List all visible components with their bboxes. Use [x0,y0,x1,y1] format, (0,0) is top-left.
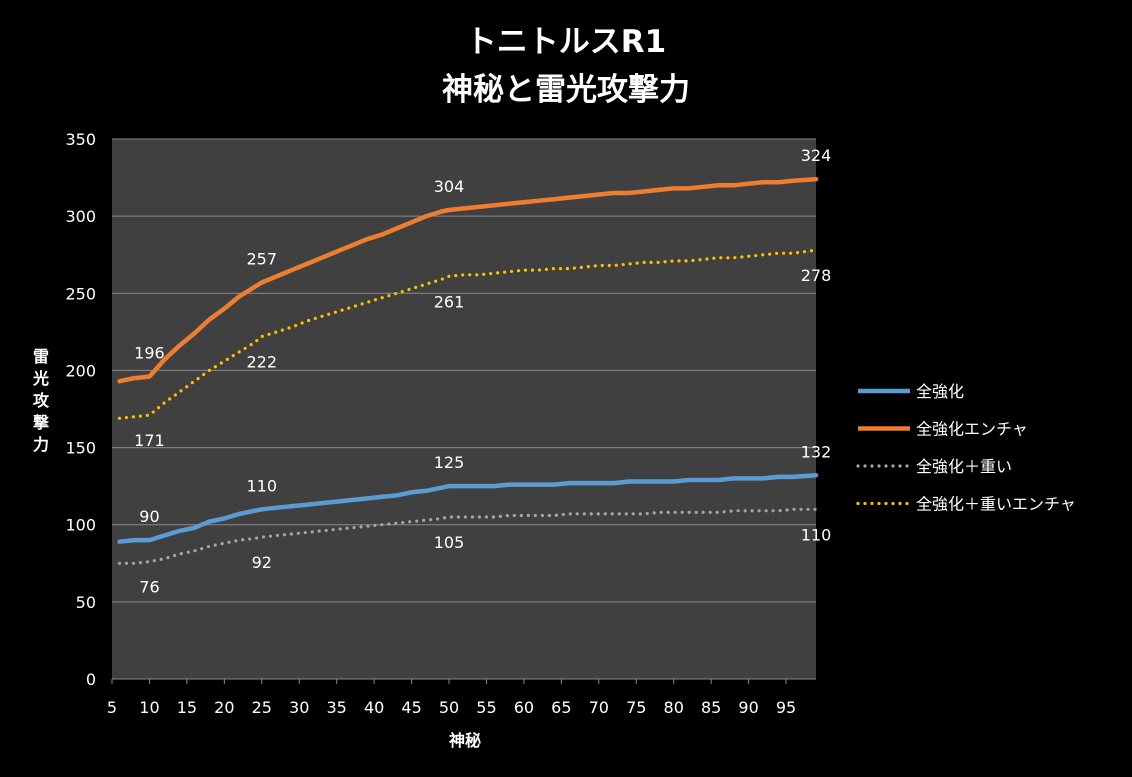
y-axis-label: 雷光攻撃力 [32,347,50,454]
legend-label-3: 全強化＋重いエンチャ [916,495,1076,514]
legend-label-0: 全強化 [916,382,964,401]
y-tick-label: 250 [65,284,96,303]
x-tick-label: 60 [514,698,534,717]
x-tick-label: 70 [589,698,609,717]
y-tick-label: 150 [65,439,96,458]
data-label: 76 [139,578,159,597]
x-tick-label: 35 [327,698,347,717]
x-tick-label: 45 [401,698,421,717]
x-tick-label: 65 [551,698,571,717]
x-tick-label: 5 [107,698,117,717]
data-label: 110 [247,476,278,495]
chart-title-line-2: 神秘と雷光攻撃力 [442,72,690,108]
y-tick-label: 50 [76,593,96,612]
series-line-0 [117,473,819,544]
x-axis-ticks: 5 10 15 20 25 30 35 40 45 50 55 60 65 70 75 80 85 90 95 [107,678,816,717]
x-tick-label: 50 [439,698,459,717]
series-line-3 [117,248,818,420]
legend-label-1: 全強化エンチャ [916,420,1028,439]
data-label: 324 [801,146,832,165]
x-tick-label: 80 [664,698,684,717]
x-axis-label: 神秘 [449,731,481,750]
x-tick-label: 30 [289,698,309,717]
data-label: 90 [139,507,159,526]
x-tick-label: 15 [177,698,197,717]
data-label: 196 [134,344,165,363]
data-label: 110 [801,525,832,544]
x-tick-label: 25 [252,698,272,717]
y-tick-label: 100 [65,516,96,535]
data-label: 261 [434,292,465,311]
data-label: 171 [134,431,165,450]
series-line-1 [117,176,819,384]
data-label: 222 [247,352,278,371]
data-label: 92 [252,553,272,572]
data-labels: 90 110 125 132 196 257 304 324 76 92 105 110 171 222 2… [134,146,831,597]
y-tick-label: 350 [65,130,96,149]
gridlines [112,138,816,603]
series-lines [117,176,819,565]
x-tick-label: 75 [626,698,646,717]
x-tick-label: 55 [476,698,496,717]
data-label: 257 [247,249,278,268]
x-tick-label: 10 [139,698,159,717]
data-label: 105 [434,533,465,552]
y-tick-label: 0 [86,670,96,689]
y-tick-label: 300 [65,207,96,226]
plot-area [112,139,816,679]
x-tick-label: 95 [776,698,796,717]
data-label: 304 [434,177,465,196]
chart-title-line-1: トニトルスR1 [466,24,666,60]
data-label: 132 [801,442,832,461]
y-tick-label: 200 [65,361,96,380]
x-tick-label: 40 [364,698,384,717]
series-line-2 [117,507,818,565]
x-tick-label: 90 [738,698,758,717]
data-label: 278 [801,266,832,285]
legend-label-2: 全強化＋重い [916,457,1012,476]
y-axis-ticks: 0 50 100 150 200 250 300 350 [65,130,96,689]
x-tick-label: 85 [701,698,721,717]
data-label: 125 [434,453,465,472]
x-tick-label: 20 [214,698,234,717]
